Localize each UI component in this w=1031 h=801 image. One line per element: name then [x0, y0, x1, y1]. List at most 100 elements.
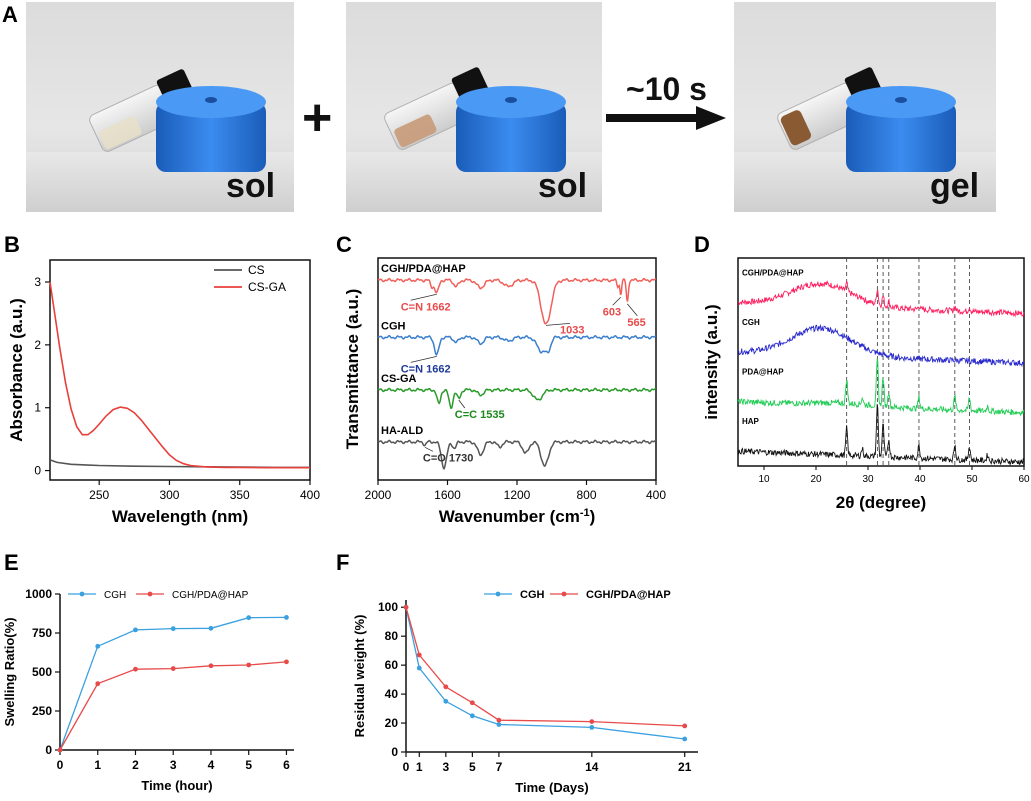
series-line-cs	[49, 459, 310, 469]
data-point	[208, 663, 214, 669]
y-tick-label: 20	[385, 716, 399, 730]
peak-annotation: C=C 1535	[455, 409, 505, 421]
x-tick-label: 800	[576, 488, 596, 502]
x-tick-label: 3	[170, 758, 177, 772]
data-point	[469, 713, 475, 719]
legend-marker	[561, 591, 567, 597]
blue-cap	[846, 86, 956, 172]
legend-marker	[495, 591, 501, 597]
blue-cap	[456, 86, 566, 172]
peak-annotation: 565	[627, 317, 645, 329]
legend-marker	[79, 591, 85, 597]
series-line	[59, 661, 287, 751]
data-point	[284, 659, 289, 665]
legend-label: CGH/PDA@HAP	[172, 590, 249, 601]
x-tick-label: 3	[442, 760, 449, 774]
y-axis-label: intensity (a.u.)	[702, 304, 721, 419]
x-tick-label: 1	[94, 758, 101, 772]
series-label: CGH	[742, 318, 760, 327]
photo-2: sol	[346, 2, 602, 212]
y-axis-label: Absorbance (a.u.)	[7, 298, 26, 442]
x-tick-label: 2	[132, 758, 139, 772]
x-tick-label: 1	[416, 760, 423, 774]
x-tick-label: 21	[678, 760, 692, 774]
photo-3: gel	[734, 2, 996, 212]
data-point	[496, 722, 502, 727]
panel-d-letter: D	[694, 232, 710, 257]
y-tick-label: 40	[385, 687, 399, 701]
data-point	[416, 652, 422, 658]
state-label-2: sol	[538, 167, 587, 205]
series-line	[377, 439, 657, 471]
data-point	[682, 736, 688, 742]
chart-b-uv-vis: 250 300 350 400 0 1 2 3 Wavelength (nm) Absorbanc…	[7, 259, 320, 526]
x-tick-label: 5	[469, 760, 476, 774]
x-tick-label: 250	[89, 488, 109, 502]
x-tick-label: 0	[57, 758, 64, 772]
series-label: CGH	[381, 320, 406, 332]
x-tick-label: 40	[914, 474, 926, 485]
series-line	[377, 334, 657, 356]
plot-frame	[49, 259, 311, 481]
y-tick-label: 80	[385, 629, 399, 643]
data-point	[246, 662, 252, 668]
y-tick-label: 500	[32, 665, 52, 679]
chart-e-swelling: 0 1 2 3 4 5 6 0 250 500 750 1000 Time (hour) Swelling…	[2, 587, 294, 793]
legend-label: CGH	[104, 590, 126, 601]
legend-label: CGH/PDA@HAP	[586, 589, 671, 601]
data-point	[443, 684, 449, 690]
panel-c-letter: C	[336, 232, 352, 257]
annotation-pointer	[410, 356, 437, 363]
y-tick-label: 60	[385, 658, 399, 672]
y-axis-label: Transmittance (a.u.)	[343, 289, 362, 450]
data-point	[682, 723, 688, 729]
legend-label: CS-GA	[248, 280, 286, 294]
peak-annotation: C=N 1662	[401, 301, 451, 313]
annotation-pointer	[424, 446, 434, 452]
data-point	[469, 700, 475, 706]
x-tick-label: 0	[403, 760, 410, 774]
series-line-cs-ga	[49, 281, 310, 469]
y-tick-label: 3	[34, 275, 41, 289]
panel-e-letter: E	[4, 550, 19, 575]
x-tick-label: 5	[245, 758, 252, 772]
peak-annotation: C=O 1730	[423, 452, 473, 464]
arrow-label: ~10 s	[626, 71, 707, 107]
plus-symbol: +	[302, 89, 332, 147]
y-tick-label: 100	[378, 600, 398, 614]
series-label: CGH/PDA@HAP	[742, 268, 804, 277]
photo-1: sol	[26, 2, 294, 212]
x-tick-label: 14	[585, 760, 599, 774]
data-point	[589, 719, 595, 724]
legend-label: CS	[248, 263, 265, 277]
y-axis-label: Residual weight (%)	[352, 615, 367, 738]
state-label-3: gel	[930, 167, 979, 205]
data-point	[57, 747, 63, 753]
x-tick-label: 400	[300, 488, 320, 502]
annotation-pointer	[458, 399, 466, 409]
peak-annotation: C=N 1662	[401, 363, 451, 375]
x-tick-label: 20	[810, 474, 822, 485]
legend-marker	[147, 591, 153, 597]
data-point	[403, 604, 409, 610]
data-point	[443, 698, 449, 704]
peak-annotation: 603	[603, 306, 621, 318]
panel-a-letter: A	[2, 2, 18, 27]
series-line	[737, 404, 1025, 466]
y-axis-label: Swelling Ratio(%)	[2, 617, 17, 726]
series-label: CS-GA	[381, 373, 417, 385]
data-point	[208, 625, 214, 631]
x-tick-label: 60	[1018, 474, 1030, 485]
data-point	[496, 717, 502, 723]
series-line	[405, 607, 685, 740]
y-tick-label: 0	[45, 743, 52, 757]
data-point	[284, 615, 289, 620]
x-tick-label: 400	[646, 488, 666, 502]
x-axis-label: Time (hour)	[141, 778, 212, 793]
legend-label: CGH	[520, 589, 545, 601]
series-line	[59, 616, 287, 751]
series-line	[737, 280, 1025, 318]
data-point	[416, 665, 422, 671]
series-label: HA-ALD	[381, 425, 423, 437]
